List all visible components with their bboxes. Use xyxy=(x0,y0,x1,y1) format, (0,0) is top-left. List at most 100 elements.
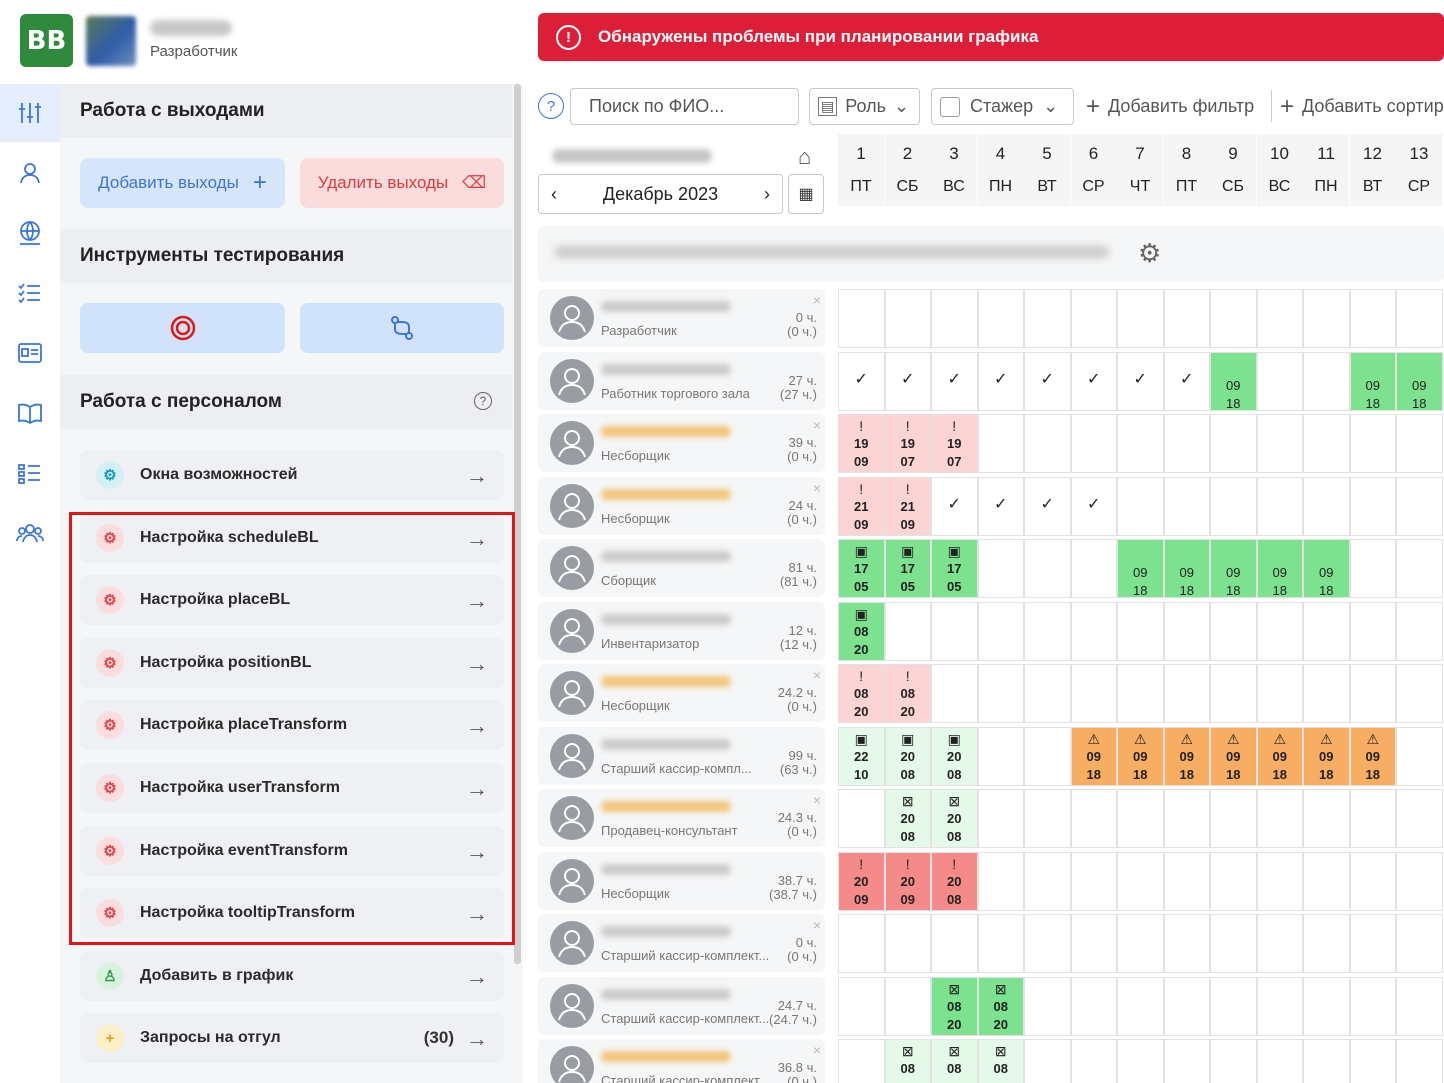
schedule-cell[interactable] xyxy=(1117,414,1164,473)
help-icon[interactable]: ? xyxy=(474,392,492,410)
schedule-cell[interactable]: ▣ 17 05 xyxy=(931,539,978,598)
employee-row[interactable]: Работник торгового зала 27 ч. (27 ч.) xyxy=(538,351,825,410)
schedule-cell[interactable]: ! 20 09 xyxy=(884,851,931,911)
help-icon[interactable]: ? xyxy=(538,93,564,119)
day-header[interactable]: 8 ПТ xyxy=(1163,134,1210,206)
id-card-icon[interactable] xyxy=(0,324,60,382)
close-icon[interactable]: × xyxy=(812,292,821,308)
add-sort-button[interactable]: + Добавить сортир xyxy=(1280,88,1444,125)
employee-row[interactable]: Несборщик 39 ч. (0 ч.) × xyxy=(538,414,825,472)
schedule-cell[interactable] xyxy=(1070,851,1117,911)
avatar[interactable] xyxy=(550,921,594,965)
schedule-cell[interactable] xyxy=(1210,976,1257,1036)
day-header[interactable]: 12 ВТ xyxy=(1349,134,1396,206)
schedule-cell[interactable] xyxy=(1256,476,1303,536)
schedule-cell[interactable] xyxy=(931,601,978,661)
avatar[interactable] xyxy=(550,608,594,653)
schedule-cell[interactable] xyxy=(1349,976,1396,1036)
schedule-cell[interactable]: 09 18 xyxy=(1117,539,1164,598)
schedule-cell[interactable]: ! 19 07 xyxy=(884,414,931,473)
employee-row[interactable]: Разработчик 0 ч. (0 ч.) × xyxy=(538,289,825,347)
schedule-cell[interactable] xyxy=(977,789,1024,848)
schedule-cell[interactable]: ▣ 20 08 xyxy=(931,726,978,786)
schedule-cell[interactable] xyxy=(1024,539,1071,598)
schedule-cell[interactable] xyxy=(884,601,931,661)
schedule-cell[interactable] xyxy=(1024,726,1071,786)
schedule-cell[interactable]: ! 21 09 xyxy=(838,476,885,536)
employee-row[interactable]: Старший кассир-компл... 99 ч. (63 ч.) xyxy=(538,726,825,785)
schedule-cell[interactable] xyxy=(1396,539,1443,598)
schedule-cell[interactable] xyxy=(1117,851,1164,911)
schedule-cell[interactable] xyxy=(1070,601,1117,661)
schedule-cell[interactable] xyxy=(1024,289,1071,348)
schedule-cell[interactable] xyxy=(1117,976,1164,1036)
schedule-cell[interactable]: 09 18 xyxy=(1210,539,1257,598)
schedule-cell[interactable] xyxy=(1396,976,1443,1036)
add-shifts-button[interactable]: Добавить выходы + xyxy=(80,158,285,208)
user-avatar[interactable] xyxy=(86,16,136,66)
schedule-cell[interactable]: ✓ xyxy=(1024,476,1071,536)
nav-item[interactable]: + Запросы на отгул (30) → xyxy=(80,1013,504,1064)
schedule-cell[interactable] xyxy=(1256,976,1303,1036)
schedule-cell[interactable]: ▣ 17 05 xyxy=(838,539,885,598)
schedule-cell[interactable] xyxy=(1070,914,1117,973)
schedule-cell[interactable] xyxy=(884,289,931,348)
schedule-cell[interactable] xyxy=(884,976,931,1036)
day-header[interactable]: 1 ПТ xyxy=(838,134,884,206)
schedule-cell[interactable] xyxy=(1210,476,1257,536)
avatar[interactable] xyxy=(550,796,594,840)
schedule-cell[interactable] xyxy=(1070,789,1117,848)
schedule-cell[interactable] xyxy=(931,289,978,348)
schedule-cell[interactable]: ⊠ 20 08 xyxy=(884,789,931,848)
schedule-cell[interactable] xyxy=(884,914,931,973)
schedule-cell[interactable] xyxy=(838,1039,885,1083)
schedule-cell[interactable] xyxy=(1070,539,1117,598)
nav-item[interactable]: ⚙ Настройка placeTransform → xyxy=(80,700,504,751)
close-icon[interactable]: × xyxy=(812,917,821,933)
schedule-cell[interactable]: ! 20 08 xyxy=(931,851,978,911)
avatar[interactable] xyxy=(550,358,594,403)
schedule-cell[interactable]: ! 20 09 xyxy=(838,851,885,911)
schedule-cell[interactable]: ✓ xyxy=(1024,351,1071,411)
schedule-cell[interactable] xyxy=(977,289,1024,348)
schedule-cell[interactable]: ▣ 22 10 xyxy=(838,726,885,786)
schedule-cell[interactable] xyxy=(1163,976,1210,1036)
schedule-cell[interactable] xyxy=(1210,289,1257,348)
schedule-cell[interactable] xyxy=(1117,476,1164,536)
schedule-cell[interactable] xyxy=(1117,914,1164,973)
error-banner[interactable]: ! Обнаружены проблемы при планировании г… xyxy=(538,13,1444,61)
schedule-cell[interactable]: ⚠ 09 18 xyxy=(1210,726,1257,786)
schedule-cell[interactable]: 09 18 xyxy=(1256,539,1303,598)
schedule-cell[interactable] xyxy=(838,789,885,848)
schedule-cell[interactable]: 09 18 xyxy=(1210,351,1257,411)
schedule-cell[interactable] xyxy=(1210,914,1257,973)
schedule-cell[interactable] xyxy=(977,914,1024,973)
search-input[interactable]: Поиск по ФИО... xyxy=(570,88,799,125)
schedule-cell[interactable] xyxy=(1070,1039,1117,1083)
schedule-cell[interactable] xyxy=(1117,289,1164,348)
schedule-cell[interactable] xyxy=(1070,664,1117,723)
schedule-cell[interactable]: ⊠ 08 xyxy=(977,1039,1024,1083)
schedule-cell[interactable]: ⊠ 08 xyxy=(931,1039,978,1083)
schedule-cell[interactable] xyxy=(1349,851,1396,911)
schedule-cell[interactable] xyxy=(1117,789,1164,848)
schedule-cell[interactable] xyxy=(1303,289,1350,348)
schedule-cell[interactable] xyxy=(1256,289,1303,348)
nav-item[interactable]: ⚙ Настройка scheduleBL → xyxy=(80,512,504,563)
avatar[interactable] xyxy=(550,671,594,715)
schedule-cell[interactable]: ✓ xyxy=(977,476,1024,536)
team-icon[interactable] xyxy=(0,504,60,562)
schedule-cell[interactable] xyxy=(1024,601,1071,661)
schedule-cell[interactable] xyxy=(1396,726,1443,786)
close-icon[interactable]: × xyxy=(812,417,821,433)
schedule-cell[interactable]: ✓ xyxy=(1070,351,1117,411)
home-icon[interactable]: ⌂ xyxy=(798,144,812,169)
schedule-cell[interactable] xyxy=(1303,914,1350,973)
schedule-cell[interactable]: 09 18 xyxy=(1303,539,1350,598)
schedule-cell[interactable] xyxy=(1396,789,1443,848)
schedule-cell[interactable] xyxy=(1303,789,1350,848)
schedule-cell[interactable] xyxy=(1117,1039,1164,1083)
schedule-cell[interactable] xyxy=(1210,851,1257,911)
avatar[interactable] xyxy=(550,296,594,340)
schedule-cell[interactable]: ! 08 20 xyxy=(884,664,931,723)
